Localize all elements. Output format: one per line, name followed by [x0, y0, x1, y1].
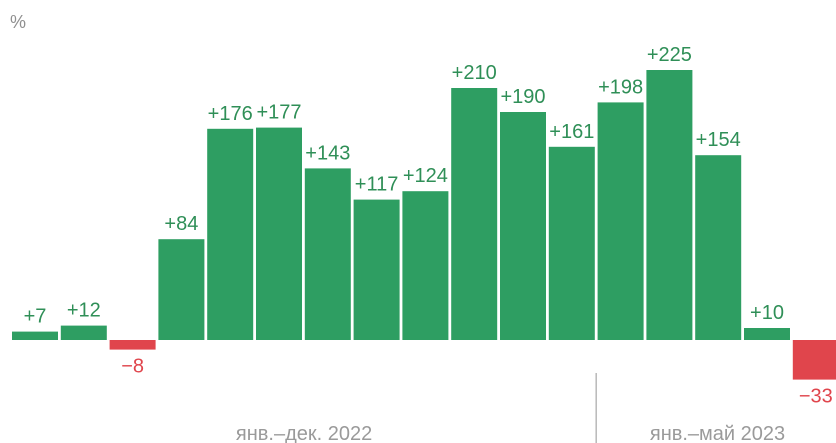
bar — [304, 168, 351, 340]
bar — [646, 70, 693, 340]
bar — [548, 146, 595, 340]
bar-value-label: +84 — [164, 213, 198, 235]
bar — [60, 325, 107, 340]
bar-value-label: +117 — [355, 174, 399, 196]
bar-value-label: +177 — [256, 102, 301, 124]
bar — [695, 155, 742, 340]
period-label-2022: янв.–дек. 2022 — [236, 423, 372, 443]
bar — [451, 88, 498, 340]
bar-value-label: +210 — [452, 62, 497, 84]
bar — [353, 199, 400, 340]
bar — [792, 340, 836, 380]
bar-value-label: −33 — [799, 386, 833, 408]
bar — [109, 340, 156, 350]
bar — [744, 328, 790, 340]
bar — [500, 112, 546, 340]
bar — [207, 128, 254, 340]
bar-value-label: +190 — [500, 86, 545, 108]
bar-value-label: +7 — [24, 306, 47, 328]
bar-value-label: +161 — [549, 121, 594, 143]
bar — [402, 191, 449, 340]
bar-value-label: +198 — [598, 76, 643, 98]
bar-value-label: +12 — [67, 300, 101, 322]
bar-value-label: −8 — [121, 356, 144, 378]
value-labels-group: +7 +12−8+84+176 +177+143+117 +124+210+190+1… — [24, 44, 833, 408]
bar-value-label: +154 — [696, 129, 741, 151]
bars-group — [12, 70, 836, 380]
period-label-2023: янв.–май 2023 — [650, 423, 785, 443]
bar-value-label: +225 — [647, 44, 692, 66]
bar-value-label: +10 — [750, 302, 784, 324]
bar — [12, 331, 58, 340]
bar — [597, 102, 644, 341]
bar-value-label: +143 — [305, 142, 350, 164]
bar — [256, 127, 302, 340]
bar — [158, 239, 205, 340]
unit-label: % — [10, 12, 26, 32]
bar-value-label: +176 — [208, 103, 253, 125]
bar-value-label: +124 — [403, 165, 448, 187]
